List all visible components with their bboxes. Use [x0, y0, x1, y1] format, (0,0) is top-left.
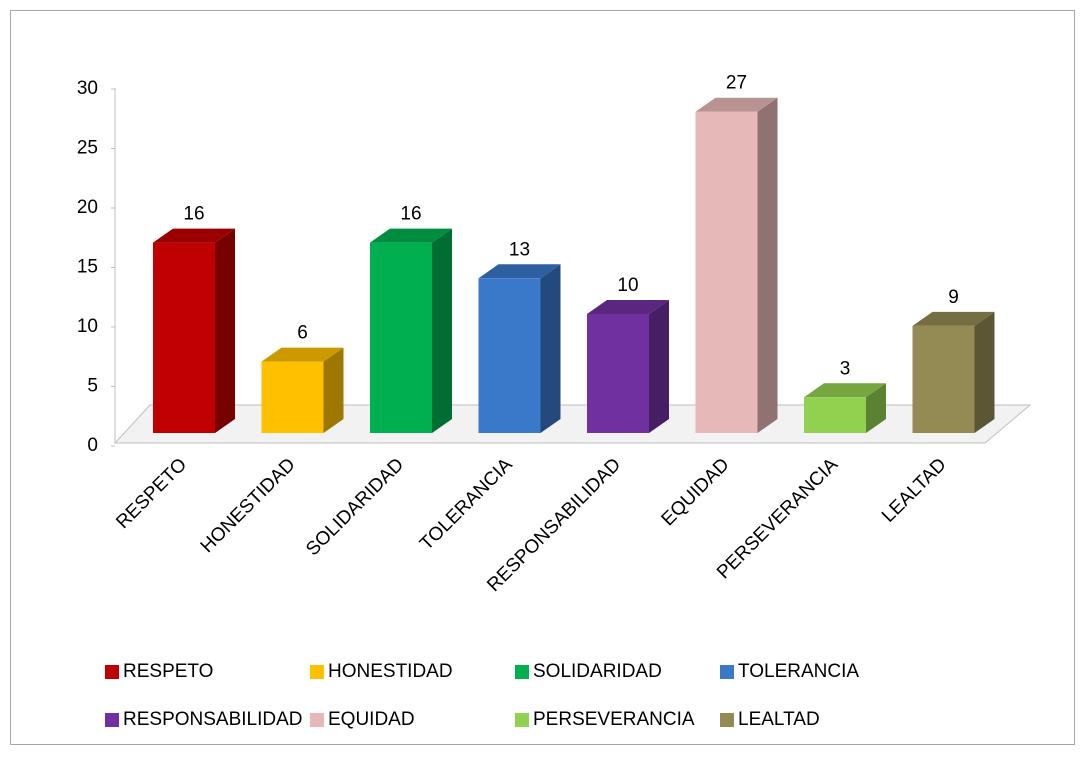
legend-label: EQUIDAD: [328, 709, 415, 730]
bar: [478, 278, 541, 433]
value-label: 27: [726, 73, 747, 94]
value-label: 10: [617, 275, 638, 296]
bar-top: [804, 383, 886, 398]
legend-swatch: [105, 713, 119, 727]
bar-side: [757, 97, 778, 433]
y-tick-label: 30: [77, 78, 98, 99]
bar: [370, 242, 432, 433]
legend-swatch: [515, 713, 529, 727]
legend-label: LEALTAD: [738, 709, 820, 730]
legend-label: PERSEVERANCIA: [533, 709, 695, 730]
value-label: 9: [948, 287, 959, 308]
y-tick-label: 25: [77, 138, 98, 159]
bar-top: [912, 311, 995, 326]
value-label: 16: [400, 204, 421, 225]
y-tick-label: 10: [77, 316, 98, 337]
bar-side: [540, 264, 561, 433]
bar-top: [695, 97, 778, 112]
legend-swatch: [720, 713, 734, 727]
y-tick-label: 0: [87, 435, 98, 456]
legend-label: RESPETO: [123, 661, 213, 682]
y-tick-label: 15: [77, 257, 98, 278]
legend-swatch: [105, 665, 119, 679]
legend-label: SOLIDARIDAD: [533, 661, 662, 682]
y-tick-label: 20: [77, 197, 98, 218]
legend-label: RESPONSABILIDAD: [123, 709, 303, 730]
bar-side: [649, 300, 669, 433]
bar-side: [323, 347, 344, 433]
bar-top: [370, 228, 452, 243]
value-label: 3: [840, 358, 851, 379]
legend-swatch: [720, 665, 734, 679]
bar-side: [215, 228, 235, 433]
bar-top: [587, 300, 669, 314]
legend-swatch: [515, 665, 529, 679]
bar-top: [153, 228, 235, 243]
bar: [261, 361, 324, 433]
bar: [153, 242, 215, 433]
bar: [804, 397, 866, 433]
legend-label: TOLERANCIA: [738, 661, 859, 682]
bar: [695, 111, 758, 433]
bar: [912, 325, 975, 433]
legend-swatch: [310, 665, 324, 679]
bar-top: [261, 347, 344, 362]
bar-side: [974, 311, 995, 433]
floor: [113, 404, 1032, 444]
bar-top: [478, 264, 561, 279]
value-label: 16: [183, 204, 204, 225]
value-label: 13: [509, 239, 530, 260]
legend-swatch: [310, 713, 324, 727]
y-tick-label: 5: [87, 376, 98, 397]
bar-side: [866, 383, 886, 433]
value-label: 6: [297, 323, 308, 344]
legend-label: HONESTIDAD: [328, 661, 453, 682]
bar: [587, 314, 649, 433]
bar-side: [432, 228, 452, 433]
